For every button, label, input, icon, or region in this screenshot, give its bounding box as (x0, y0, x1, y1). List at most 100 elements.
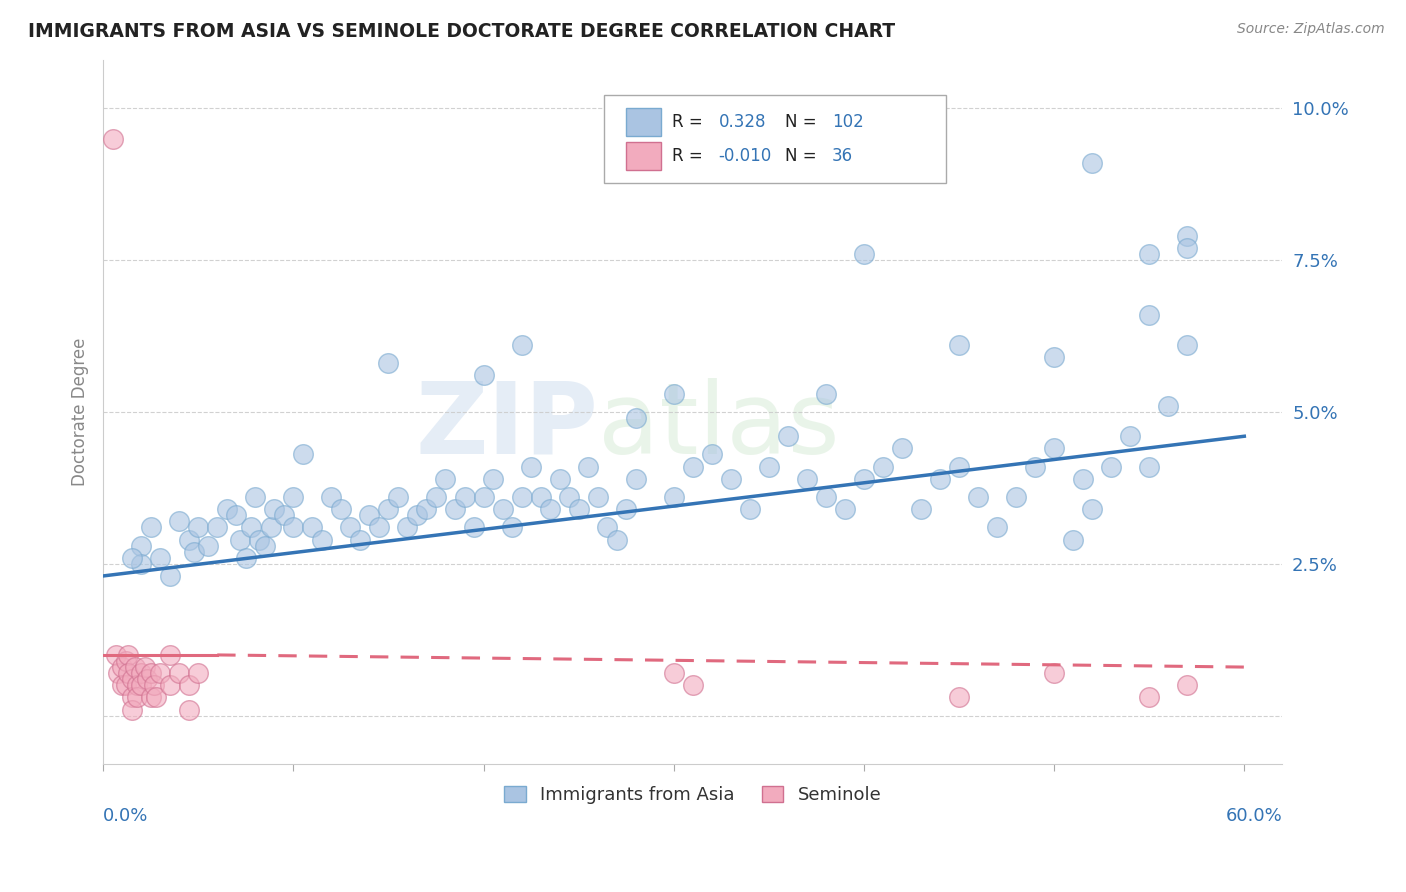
Point (596, 520, 619, 534)
Text: 0.0%: 0.0% (103, 806, 149, 824)
Point (1175, 241, 1198, 255)
Point (127, 690, 149, 705)
Point (115, 678, 138, 692)
Point (758, 459, 780, 474)
Point (396, 520, 419, 534)
Point (1175, 338, 1198, 352)
Point (129, 539, 152, 553)
Point (1062, 533, 1084, 547)
Point (139, 666, 162, 681)
Point (852, 472, 875, 486)
Point (235, 550, 257, 565)
Point (187, 666, 209, 681)
Point (1119, 429, 1142, 443)
Text: -0.010: -0.010 (718, 147, 772, 165)
Point (796, 472, 818, 486)
Point (1137, 690, 1160, 705)
Point (1005, 490, 1028, 504)
Point (682, 459, 704, 474)
Text: atlas: atlas (599, 377, 839, 475)
Point (891, 442, 914, 456)
Point (948, 338, 970, 352)
Text: N =: N = (785, 112, 817, 130)
Point (852, 247, 875, 261)
Point (967, 490, 990, 504)
Text: IMMIGRANTS FROM ASIA VS SEMINOLE DOCTORATE DEGREE CORRELATION CHART: IMMIGRANTS FROM ASIA VS SEMINOLE DOCTORA… (28, 22, 896, 41)
Point (425, 490, 447, 504)
Point (177, 678, 200, 692)
Point (247, 533, 270, 547)
Point (121, 703, 143, 717)
Point (814, 490, 837, 504)
Point (1043, 666, 1066, 681)
Point (197, 539, 219, 553)
Point (738, 502, 761, 516)
Point (444, 502, 467, 516)
Point (700, 447, 723, 461)
Point (149, 550, 172, 565)
Point (501, 520, 523, 534)
Point (135, 672, 157, 686)
Point (377, 502, 399, 516)
Legend: Immigrants from Asia, Seminole: Immigrants from Asia, Seminole (496, 779, 889, 812)
Point (259, 520, 281, 534)
Point (159, 648, 181, 662)
Point (662, 666, 685, 681)
Point (910, 502, 932, 516)
Point (406, 508, 429, 523)
Point (510, 490, 533, 504)
Point (472, 368, 495, 383)
Point (1137, 308, 1160, 322)
Point (121, 550, 143, 565)
Point (682, 678, 704, 692)
Point (115, 654, 138, 668)
Point (134, 660, 156, 674)
Text: 102: 102 (832, 112, 863, 130)
Point (127, 678, 149, 692)
Point (159, 569, 181, 583)
Point (624, 472, 647, 486)
Text: ZIP: ZIP (416, 377, 599, 475)
Point (1157, 399, 1180, 413)
Point (359, 508, 381, 523)
Point (105, 648, 128, 662)
Point (614, 502, 637, 516)
Point (367, 520, 389, 534)
Point (263, 502, 285, 516)
FancyBboxPatch shape (626, 108, 661, 136)
Point (548, 472, 571, 486)
Point (606, 533, 628, 547)
Point (143, 678, 166, 692)
Point (124, 660, 146, 674)
Point (291, 447, 314, 461)
Point (1043, 351, 1066, 365)
Point (329, 502, 352, 516)
Point (225, 508, 247, 523)
Point (245, 490, 267, 504)
Point (129, 666, 152, 681)
Point (187, 520, 209, 534)
Point (129, 678, 152, 692)
Point (491, 502, 513, 516)
Point (472, 490, 495, 504)
Y-axis label: Doctorate Degree: Doctorate Degree (72, 338, 89, 486)
Point (167, 514, 190, 528)
Point (986, 520, 1008, 534)
Point (387, 490, 409, 504)
Text: Source: ZipAtlas.com: Source: ZipAtlas.com (1237, 22, 1385, 37)
Point (576, 459, 599, 474)
Point (117, 648, 139, 662)
Point (538, 502, 561, 516)
Point (311, 533, 333, 547)
Point (948, 690, 970, 705)
Point (415, 502, 437, 516)
Point (1099, 459, 1122, 474)
Point (1081, 156, 1104, 170)
Point (121, 690, 143, 705)
Point (117, 666, 139, 681)
FancyBboxPatch shape (626, 142, 661, 170)
Point (434, 472, 457, 486)
Point (253, 539, 276, 553)
Point (207, 520, 229, 534)
Point (273, 508, 295, 523)
